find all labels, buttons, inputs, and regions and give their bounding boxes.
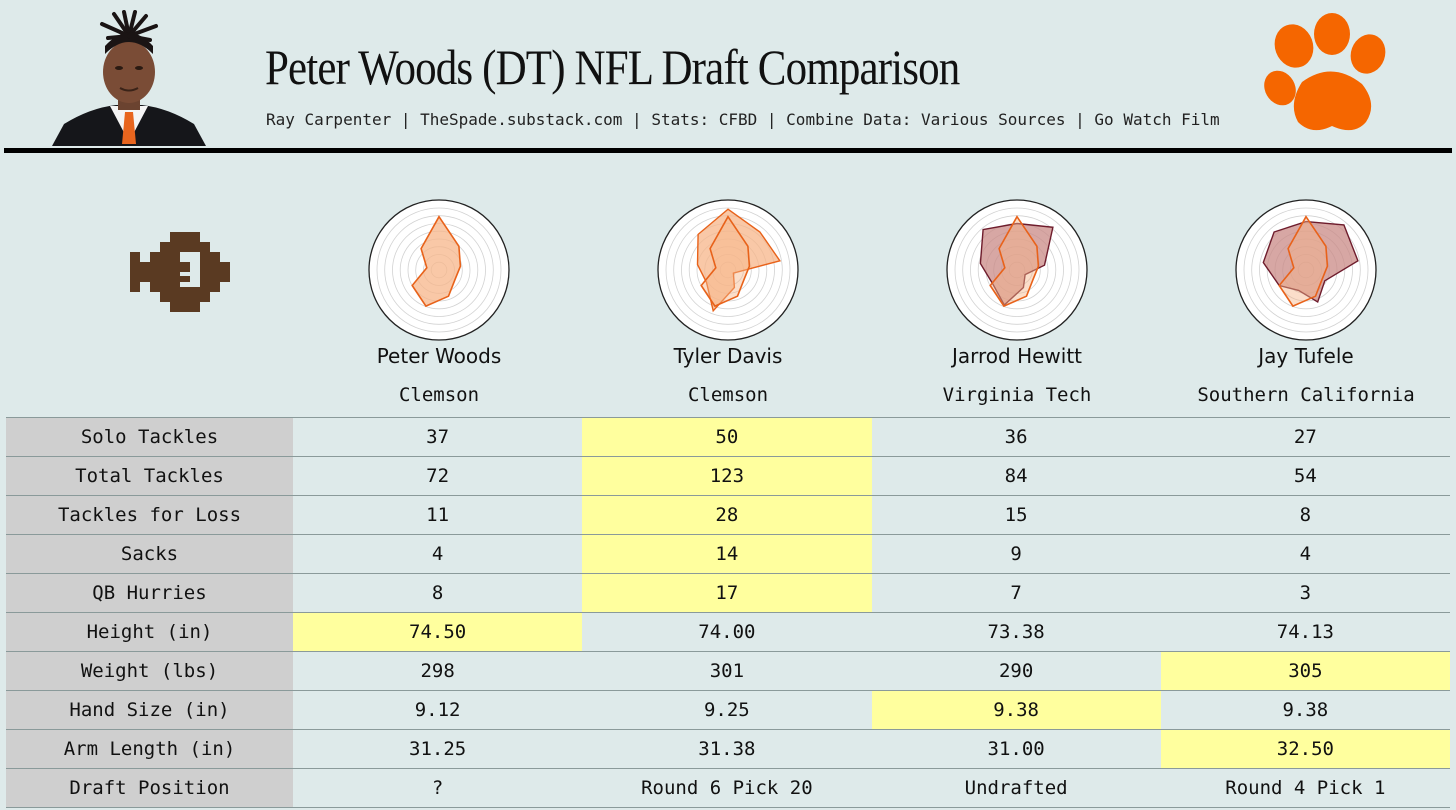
table-cell: 74.13 bbox=[1160, 612, 1450, 652]
page-title: Peter Woods (DT) NFL Draft Comparison bbox=[265, 39, 960, 95]
table-row: Sacks 4 14 9 4 bbox=[6, 534, 1450, 574]
table-row: Hand Size (in) 9.12 9.25 9.38 9.38 bbox=[6, 690, 1450, 730]
radar-series-peter-woods bbox=[700, 215, 751, 308]
header-divider bbox=[4, 148, 1452, 153]
table-cell: 9 bbox=[871, 534, 1161, 574]
player-school: Virginia Tech bbox=[942, 384, 1092, 406]
table-row: Arm Length (in) 31.25 31.38 31.00 32.50 bbox=[6, 729, 1450, 769]
table-cell: 123 bbox=[582, 456, 872, 496]
row-label: Solo Tackles bbox=[6, 417, 293, 457]
radar-ring bbox=[954, 207, 1080, 333]
table-row: Total Tackles 72 123 84 54 bbox=[6, 456, 1450, 496]
radar-series-peter-woods bbox=[1278, 215, 1329, 308]
table-row: Draft Position? Round 6 Pick 20 Undrafted R… bbox=[6, 768, 1450, 808]
table-cell: 31.25 bbox=[293, 729, 583, 769]
table-cell: 74.00 bbox=[582, 612, 872, 652]
table-cell: 17 bbox=[582, 573, 872, 613]
table-cell: 290 bbox=[871, 651, 1161, 691]
table-cell: 72 bbox=[293, 456, 583, 496]
table-cell: 4 bbox=[1160, 534, 1450, 574]
table-cell: Round 4 Pick 1 bbox=[1160, 768, 1450, 808]
table-row: Weight (lbs) 298 301 290 305 bbox=[6, 651, 1450, 691]
player-school: Clemson bbox=[687, 384, 769, 406]
row-label: Sacks bbox=[6, 534, 293, 574]
table-cell: 305 bbox=[1160, 651, 1450, 691]
table-cell: 9.25 bbox=[582, 690, 872, 730]
table-cell: 7 bbox=[871, 573, 1161, 613]
row-label: Arm Length (in) bbox=[6, 729, 293, 769]
pixel-fish-logo bbox=[130, 232, 230, 312]
table-row: QB Hurries 8 17 7 3 bbox=[6, 573, 1450, 613]
table-cell: 54 bbox=[1160, 456, 1450, 496]
table-cell: 31.00 bbox=[871, 729, 1161, 769]
table-cell: 50 bbox=[582, 417, 872, 457]
table-cell: Round 6 Pick 20 bbox=[582, 768, 872, 808]
table-cell: ? bbox=[293, 768, 583, 808]
radar-ring bbox=[376, 207, 502, 333]
table-cell: 32.50 bbox=[1160, 729, 1450, 769]
comparison-table: Solo Tackles 37 50 36 27 Total Tackles 72 123 84… bbox=[6, 417, 1450, 808]
player-school: Southern California bbox=[1197, 384, 1415, 406]
table-cell: 9.12 bbox=[293, 690, 583, 730]
table-row: Height (in) 74.50 74.00 73.38 74.13 bbox=[6, 612, 1450, 652]
table-cell: 4 bbox=[293, 534, 583, 574]
table-cell: Undrafted bbox=[871, 768, 1161, 808]
clemson-paw-logo bbox=[1262, 12, 1392, 137]
table-cell: 14 bbox=[582, 534, 872, 574]
row-label: Total Tackles bbox=[6, 456, 293, 496]
player-name: Tyler Davis bbox=[673, 344, 783, 368]
row-label: Weight (lbs) bbox=[6, 651, 293, 691]
radar-series-jay-tufele bbox=[1262, 220, 1359, 304]
player-name: Jarrod Hewitt bbox=[951, 344, 1083, 368]
row-label: Draft Position bbox=[6, 768, 293, 808]
table-cell: 298 bbox=[293, 651, 583, 691]
radar-chart-davis bbox=[657, 199, 799, 341]
table-cell: 74.50 bbox=[293, 612, 583, 652]
table-cell: 11 bbox=[293, 495, 583, 535]
table-cell: 31.38 bbox=[582, 729, 872, 769]
table-cell: 301 bbox=[582, 651, 872, 691]
radar-chart-hewitt bbox=[946, 199, 1088, 341]
player-name: Jay Tufele bbox=[1258, 344, 1354, 368]
table-row: Solo Tackles 37 50 36 27 bbox=[6, 417, 1450, 457]
row-label: Height (in) bbox=[6, 612, 293, 652]
row-label: QB Hurries bbox=[6, 573, 293, 613]
radar-series-peter-woods bbox=[411, 215, 462, 308]
player-name: Peter Woods bbox=[376, 344, 502, 368]
table-cell: 15 bbox=[871, 495, 1161, 535]
table-row: Tackles for Loss 11 28 15 8 bbox=[6, 495, 1450, 535]
credits-subtitle: Ray Carpenter | TheSpade.substack.com | … bbox=[266, 110, 1220, 129]
table-cell: 27 bbox=[1160, 417, 1450, 457]
row-label: Hand Size (in) bbox=[6, 690, 293, 730]
radar-ring bbox=[665, 207, 791, 333]
row-label: Tackles for Loss bbox=[6, 495, 293, 535]
table-cell: 84 bbox=[871, 456, 1161, 496]
table-cell: 9.38 bbox=[871, 690, 1161, 730]
table-cell: 3 bbox=[1160, 573, 1450, 613]
radar-ring bbox=[1243, 207, 1369, 333]
table-cell: 36 bbox=[871, 417, 1161, 457]
radar-chart-tufele bbox=[1235, 199, 1377, 341]
table-cell: 8 bbox=[1160, 495, 1450, 535]
table-cell: 37 bbox=[293, 417, 583, 457]
radar-series-peter-woods bbox=[989, 215, 1040, 308]
radar-chart-woods bbox=[368, 199, 510, 341]
player-school: Clemson bbox=[398, 384, 480, 406]
player-headshot bbox=[50, 10, 208, 146]
table-cell: 8 bbox=[293, 573, 583, 613]
table-cell: 73.38 bbox=[871, 612, 1161, 652]
table-cell: 28 bbox=[582, 495, 872, 535]
table-cell: 9.38 bbox=[1160, 690, 1450, 730]
